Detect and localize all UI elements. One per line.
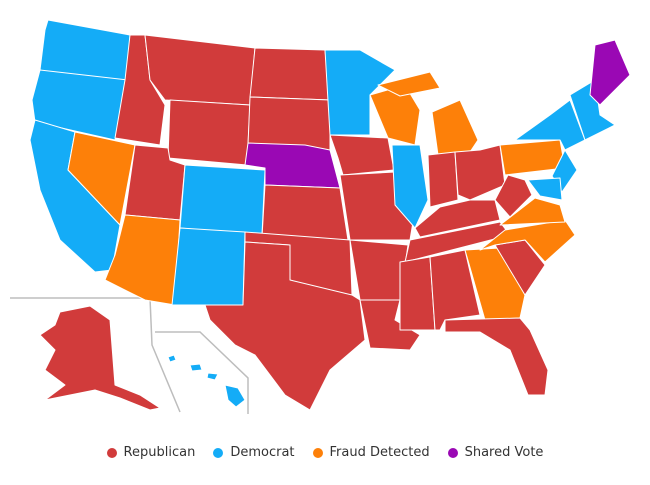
state bbox=[349, 239, 409, 301]
state bbox=[39, 305, 161, 411]
legend-item: Democrat bbox=[213, 445, 295, 460]
state bbox=[249, 47, 331, 101]
state bbox=[31, 69, 129, 141]
state bbox=[589, 39, 631, 106]
state bbox=[144, 34, 256, 106]
legend-swatch bbox=[106, 447, 117, 458]
legend-swatch bbox=[447, 447, 458, 458]
state bbox=[427, 151, 459, 208]
inset-border bbox=[155, 331, 249, 414]
state bbox=[377, 71, 441, 97]
legend-item: Fraud Detected bbox=[312, 445, 430, 460]
state bbox=[499, 197, 566, 226]
state bbox=[39, 19, 131, 81]
state bbox=[104, 214, 181, 306]
state bbox=[167, 354, 177, 363]
state bbox=[391, 144, 429, 229]
inset-border bbox=[10, 297, 181, 413]
legend: Republican Democrat Fraud Detected Shared V… bbox=[0, 445, 650, 460]
state bbox=[189, 363, 203, 372]
state bbox=[454, 144, 506, 201]
state bbox=[206, 372, 219, 381]
state bbox=[329, 134, 395, 176]
legend-label: Shared Vote bbox=[464, 445, 544, 460]
state bbox=[224, 384, 246, 408]
state bbox=[171, 227, 246, 306]
legend-swatch bbox=[312, 447, 323, 458]
us-map bbox=[10, 19, 631, 414]
state bbox=[179, 164, 266, 236]
state bbox=[527, 177, 563, 201]
state bbox=[464, 247, 526, 321]
state bbox=[204, 241, 366, 411]
state bbox=[444, 317, 549, 396]
state bbox=[494, 174, 533, 218]
legend-item: Shared Vote bbox=[447, 445, 544, 460]
state bbox=[67, 131, 136, 226]
state bbox=[431, 99, 479, 156]
state bbox=[399, 256, 436, 331]
legend-swatch bbox=[213, 447, 224, 458]
legend-item: Republican bbox=[106, 445, 196, 460]
legend-label: Democrat bbox=[230, 445, 295, 460]
legend-label: Fraud Detected bbox=[329, 445, 430, 460]
legend-label: Republican bbox=[123, 445, 196, 460]
state bbox=[261, 184, 349, 241]
state bbox=[167, 99, 251, 166]
state bbox=[479, 219, 576, 263]
